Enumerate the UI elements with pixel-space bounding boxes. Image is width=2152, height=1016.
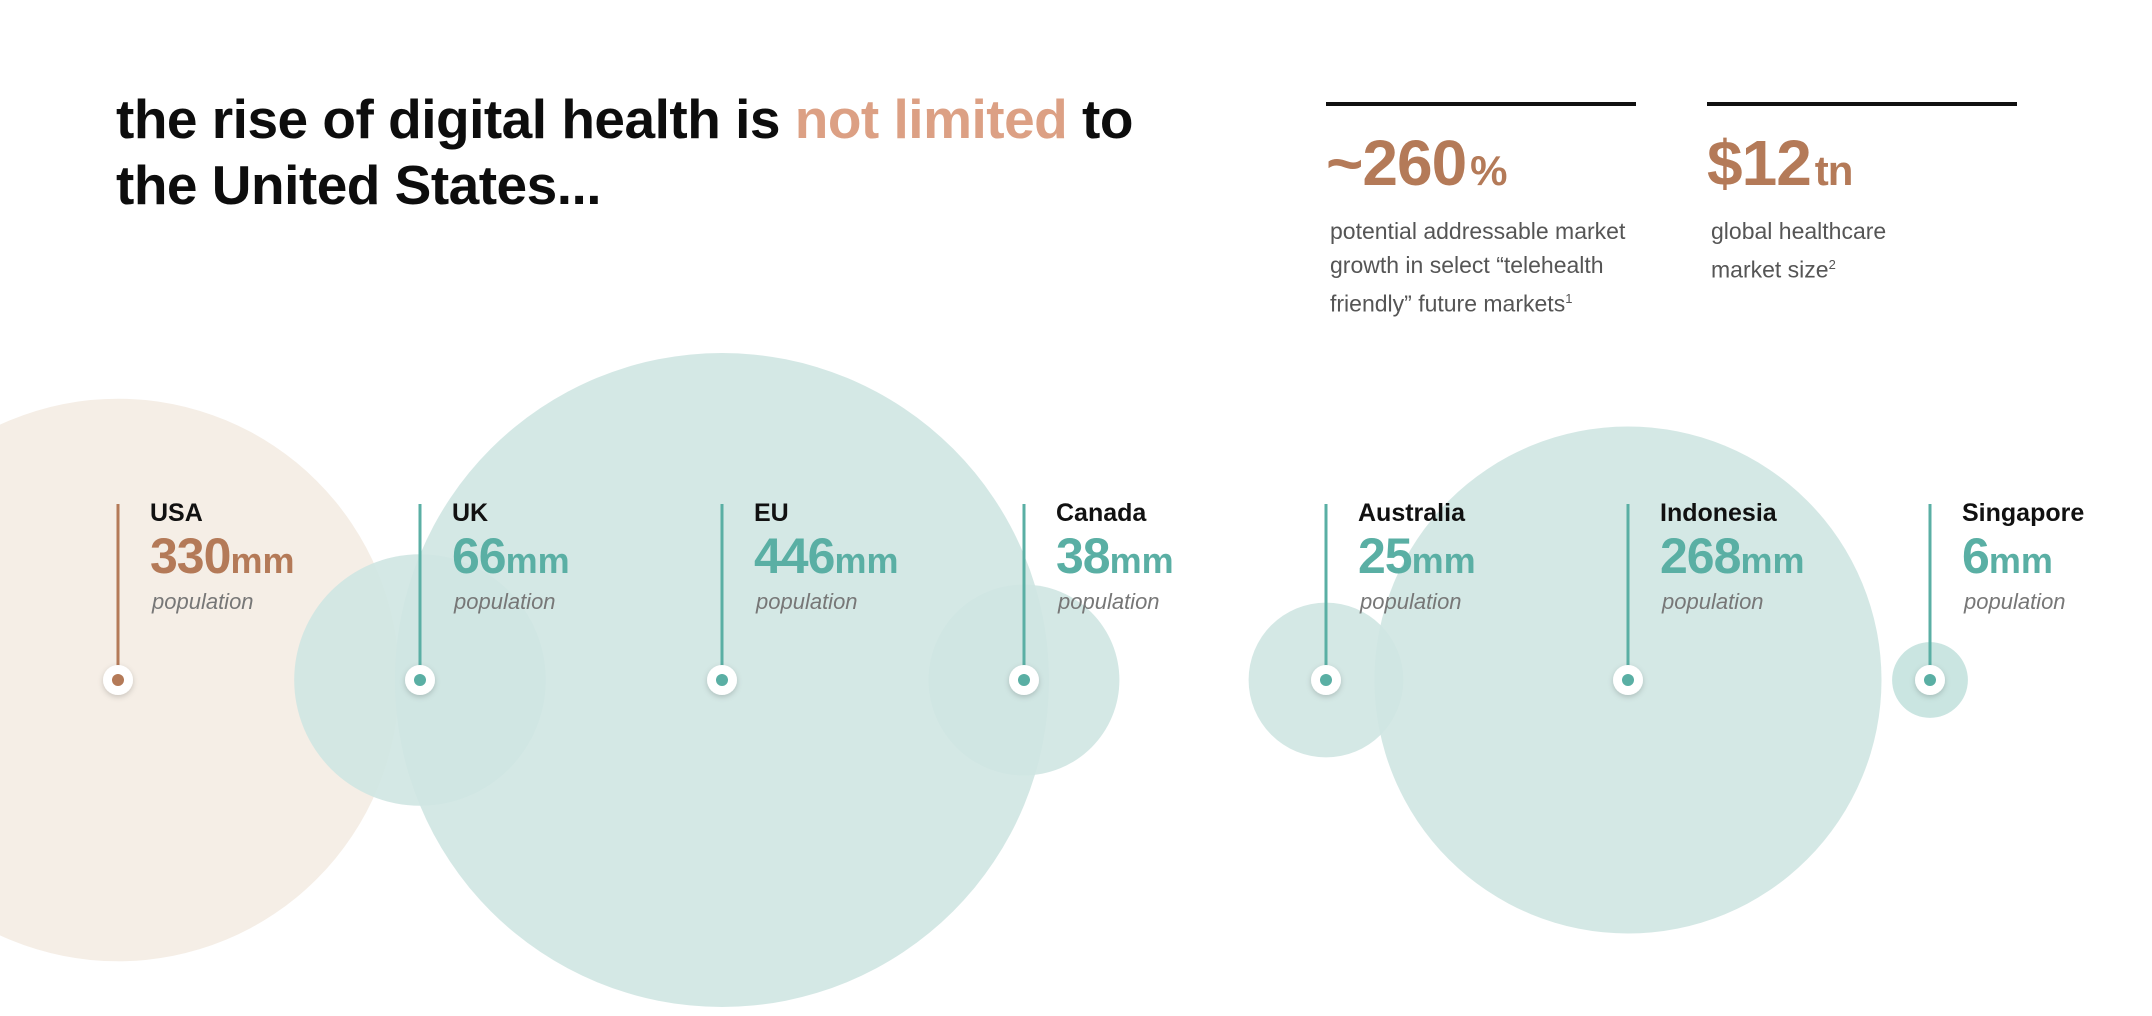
population-unit: mm — [505, 540, 570, 581]
population-value: 38mm — [1056, 528, 1174, 589]
population-caption: population — [152, 589, 254, 614]
country-name: Australia — [1358, 499, 1465, 527]
population-value: 446mm — [754, 528, 898, 589]
stat-divider — [1707, 102, 2017, 106]
population-caption: population — [454, 589, 556, 614]
footnote-marker: 2 — [1828, 257, 1836, 272]
population-value: 268mm — [1660, 528, 1804, 589]
country-name: USA — [150, 499, 203, 527]
headline-text-after: to the United States... — [116, 88, 1133, 216]
population-caption: population — [1662, 589, 1764, 614]
marker-dot-eu — [716, 674, 728, 686]
country-name: UK — [452, 499, 489, 527]
population-value: 25mm — [1358, 528, 1476, 589]
country-label-uk: UK 66mm population — [452, 498, 570, 615]
population-value: 330mm — [150, 528, 294, 589]
stat-description: global healthcare market size2 — [1707, 214, 1921, 287]
country-label-singapore: Singapore 6mm population — [1962, 498, 2084, 615]
marker-dot-usa — [112, 674, 124, 686]
marker-dot-uk — [414, 674, 426, 686]
population-number: 25 — [1358, 528, 1413, 584]
stat-divider — [1326, 102, 1636, 106]
country-name: EU — [754, 499, 789, 527]
stat-global-market-size: $12tn global healthcare market size2 — [1707, 102, 2017, 287]
country-label-canada: Canada 38mm population — [1056, 498, 1174, 615]
population-value: 66mm — [452, 528, 570, 589]
page-title: the rise of digital health is not limite… — [116, 86, 1176, 218]
population-caption: population — [1964, 589, 2066, 614]
population-number: 38 — [1056, 528, 1111, 584]
stat-description: potential addressable market growth in s… — [1326, 214, 1636, 321]
population-unit: mm — [834, 540, 899, 581]
marker-dot-indonesia — [1622, 674, 1634, 686]
population-number: 268 — [1660, 528, 1741, 584]
country-name: Singapore — [1962, 499, 2085, 527]
stat-value: $12tn — [1707, 128, 2017, 206]
population-unit: mm — [1740, 540, 1805, 581]
population-unit: mm — [1109, 540, 1174, 581]
population-caption: population — [1360, 589, 1462, 614]
population-caption: population — [756, 589, 858, 614]
population-number: 446 — [754, 528, 835, 584]
country-label-australia: Australia 25mm population — [1358, 498, 1476, 615]
marker-dot-canada — [1018, 674, 1030, 686]
population-unit: mm — [1988, 540, 2053, 581]
population-number: 66 — [452, 528, 507, 584]
country-name: Indonesia — [1660, 499, 1777, 527]
stat-number: $12 — [1707, 127, 1812, 199]
headline-accent-text: not limited — [794, 88, 1068, 150]
population-unit: mm — [1411, 540, 1476, 581]
headline-text-before: the rise of digital health is — [116, 88, 795, 150]
stat-description-text: potential addressable market growth in s… — [1330, 218, 1626, 317]
stat-unit: % — [1470, 147, 1507, 194]
stat-number: ~260 — [1326, 127, 1467, 199]
marker-dot-australia — [1320, 674, 1332, 686]
population-value: 6mm — [1962, 528, 2084, 589]
marker-dot-singapore — [1924, 674, 1936, 686]
population-caption: population — [1058, 589, 1160, 614]
population-unit: mm — [230, 540, 295, 581]
stat-description-text: global healthcare market size — [1711, 218, 1887, 283]
footnote-marker: 1 — [1565, 291, 1573, 306]
country-label-usa: USA 330mm population — [150, 498, 294, 615]
population-number: 330 — [150, 528, 231, 584]
stat-value: ~260% — [1326, 128, 1636, 206]
bubble-usa — [0, 398, 400, 962]
population-number: 6 — [1962, 528, 1990, 584]
stat-telehealth-growth: ~260% potential addressable market growt… — [1326, 102, 1636, 321]
stat-unit: tn — [1814, 147, 1854, 194]
country-name: Canada — [1056, 499, 1147, 527]
country-label-eu: EU 446mm population — [754, 498, 898, 615]
country-label-indonesia: Indonesia 268mm population — [1660, 498, 1804, 615]
